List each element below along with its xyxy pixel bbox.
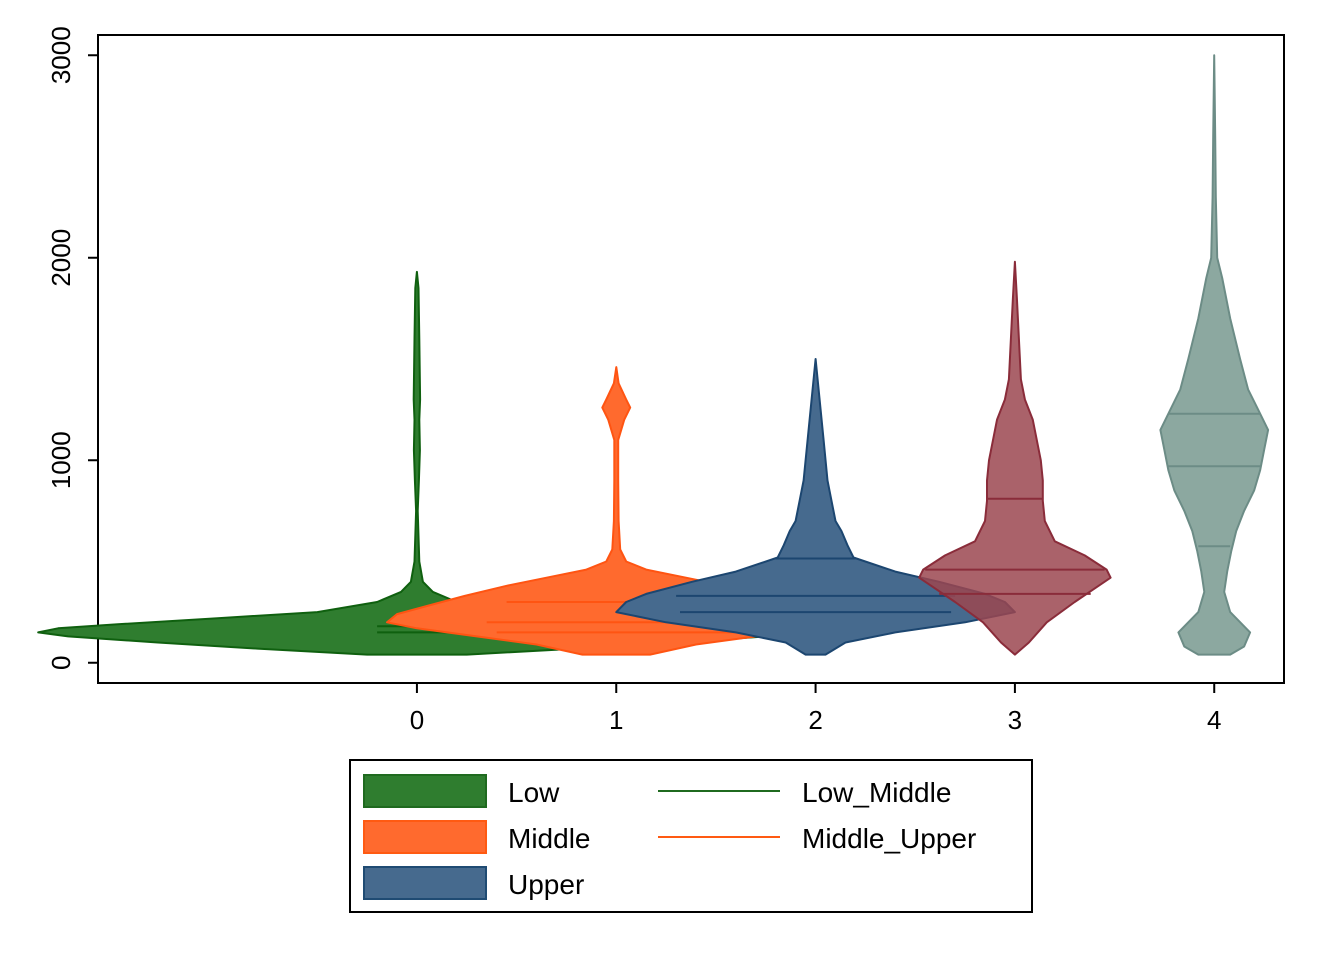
- violin-body-0: [37, 270, 797, 656]
- violins-layer: [37, 54, 1270, 656]
- violin-body-2: [615, 358, 1016, 656]
- x-tick-label-0: 0: [410, 705, 424, 735]
- violin-body-3: [918, 260, 1112, 656]
- plot-frame: [97, 34, 1285, 684]
- legend-label-middle: Middle: [508, 823, 590, 854]
- legend-label-low-middle: Low_Middle: [802, 777, 951, 808]
- violin-3: [918, 260, 1112, 656]
- legend-swatch-low: [363, 774, 487, 808]
- legend-label-low: Low: [508, 777, 560, 808]
- x-tick-label-3: 3: [1008, 705, 1022, 735]
- legend: Low Middle Upper Low_Middle Middle_Upper: [349, 759, 1033, 913]
- violin-4: [1159, 54, 1270, 656]
- x-tick-label-1: 1: [609, 705, 623, 735]
- legend-swatch-upper: [363, 866, 487, 900]
- y-axis: 0 1000 2000 3000: [46, 26, 98, 670]
- violin-2: [615, 358, 1016, 656]
- violin-body-1: [386, 366, 847, 656]
- x-axis: 0 1 2 3 4: [410, 683, 1221, 735]
- legend-label-middle-upper: Middle_Upper: [802, 823, 976, 854]
- legend-swatch-middle: [363, 820, 487, 854]
- legend-label-upper: Upper: [508, 869, 584, 900]
- y-tick-label-1000: 1000: [46, 431, 76, 489]
- x-tick-label-2: 2: [808, 705, 822, 735]
- y-tick-label-2000: 2000: [46, 229, 76, 287]
- x-tick-label-4: 4: [1207, 705, 1221, 735]
- y-tick-label-3000: 3000: [46, 26, 76, 84]
- y-tick-label-0: 0: [46, 656, 76, 670]
- violin-body-4: [1159, 54, 1270, 656]
